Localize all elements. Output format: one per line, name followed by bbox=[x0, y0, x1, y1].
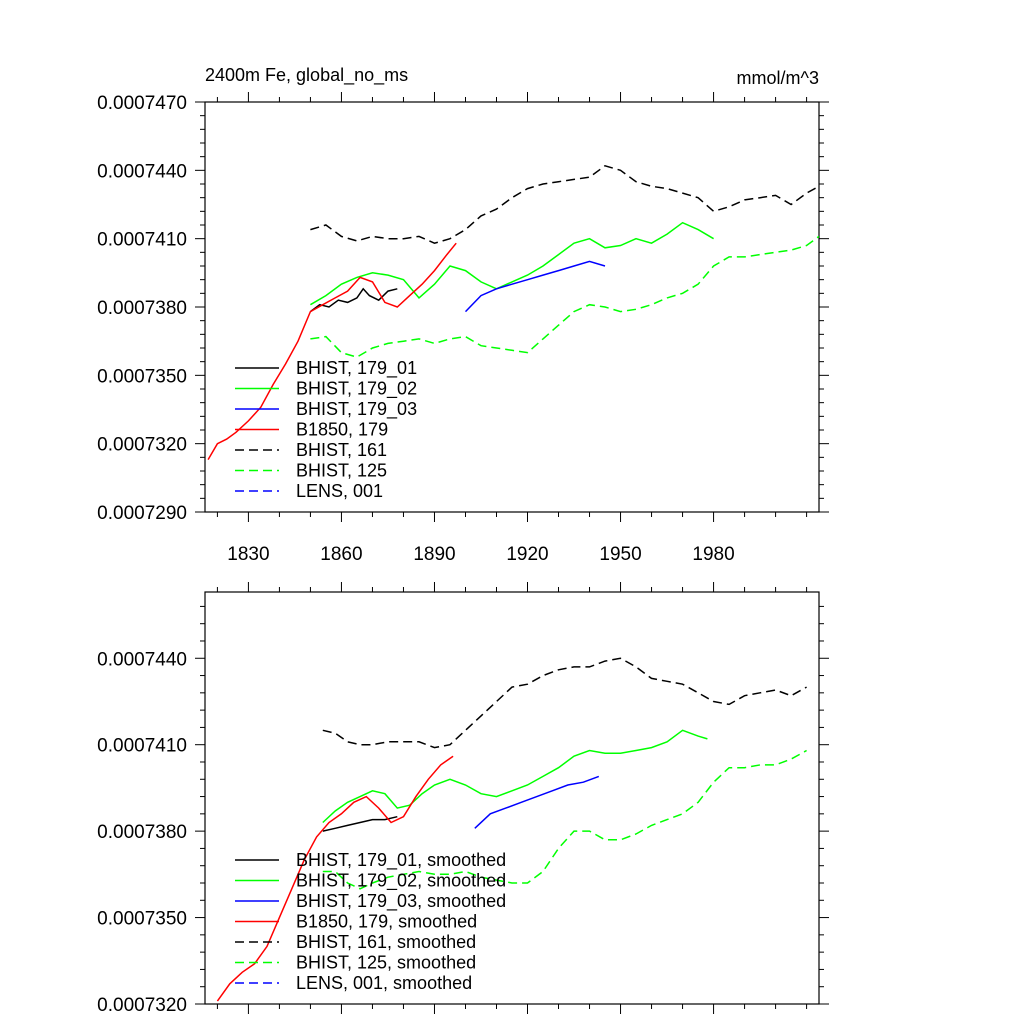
legend-label-5: BHIST, 161, smoothed bbox=[296, 932, 476, 952]
y-tick-label: 0.0007410 bbox=[97, 736, 187, 757]
y-tick-label: 0.0007440 bbox=[97, 161, 187, 182]
series-line-2 bbox=[310, 221, 714, 306]
series-line-5 bbox=[322, 657, 807, 749]
series-line-5 bbox=[310, 164, 819, 244]
series-line-6 bbox=[310, 235, 819, 358]
y-tick-label: 0.0007290 bbox=[97, 503, 187, 524]
x-tick-label: 1860 bbox=[320, 544, 362, 565]
series-line-3 bbox=[464, 260, 606, 313]
x-tick-label: 1890 bbox=[413, 544, 455, 565]
legend-label-4: B1850, 179 bbox=[296, 420, 388, 440]
y-tick-label: 0.0007320 bbox=[97, 995, 187, 1016]
series-line-2 bbox=[322, 729, 708, 824]
legend-label-7: LENS, 001, smoothed bbox=[296, 973, 472, 993]
legend-label-3: BHIST, 179_03 bbox=[296, 399, 417, 420]
chart-title: 2400m Fe, global_no_ms bbox=[205, 65, 408, 86]
x-tick-label: 1830 bbox=[227, 544, 269, 565]
y-tick-label: 0.0007350 bbox=[97, 366, 187, 387]
series-line-4 bbox=[216, 755, 454, 1002]
series-line-3 bbox=[474, 775, 600, 829]
units-label: mmol/m^3 bbox=[737, 68, 819, 88]
legend-label-5: BHIST, 161 bbox=[296, 440, 387, 460]
plot-frame bbox=[204, 591, 820, 1005]
y-tick-label: 0.0007380 bbox=[97, 298, 187, 319]
x-tick-label: 1980 bbox=[692, 544, 734, 565]
legend-label-6: BHIST, 125, smoothed bbox=[296, 953, 476, 973]
legend-label-7: LENS, 001 bbox=[296, 481, 383, 501]
x-tick-label: 1950 bbox=[599, 544, 641, 565]
panel-1: 1830 1860 1890 1920 1950 1980 0.0007290 0.00073… bbox=[97, 65, 829, 565]
y-tick-label: 0.0007350 bbox=[97, 909, 187, 930]
series-line-4 bbox=[207, 242, 457, 460]
x-tick-label: 1920 bbox=[506, 544, 548, 565]
panel-2: 0.0007320 0.0007350 0.0007380 0.0007410 0.00… bbox=[97, 582, 829, 1016]
y-tick-label: 0.0007440 bbox=[97, 649, 187, 670]
legend-label-4: B1850, 179, smoothed bbox=[296, 912, 477, 932]
y-tick-label: 0.0007410 bbox=[97, 230, 187, 251]
y-tick-label: 0.0007320 bbox=[97, 435, 187, 456]
legend-label-2: BHIST, 179_02 bbox=[296, 379, 417, 400]
legend-label-1: BHIST, 179_01, smoothed bbox=[296, 850, 506, 871]
y-tick-label: 0.0007380 bbox=[97, 822, 187, 843]
series-line-1 bbox=[322, 815, 398, 832]
series-line-6 bbox=[322, 749, 807, 890]
legend-label-6: BHIST, 125 bbox=[296, 461, 387, 481]
legend-label-2: BHIST, 179_02, smoothed bbox=[296, 871, 506, 892]
legend-label-1: BHIST, 179_01 bbox=[296, 358, 417, 379]
y-tick-label: 0.0007470 bbox=[97, 93, 187, 114]
legend-label-3: BHIST, 179_03, smoothed bbox=[296, 891, 506, 912]
